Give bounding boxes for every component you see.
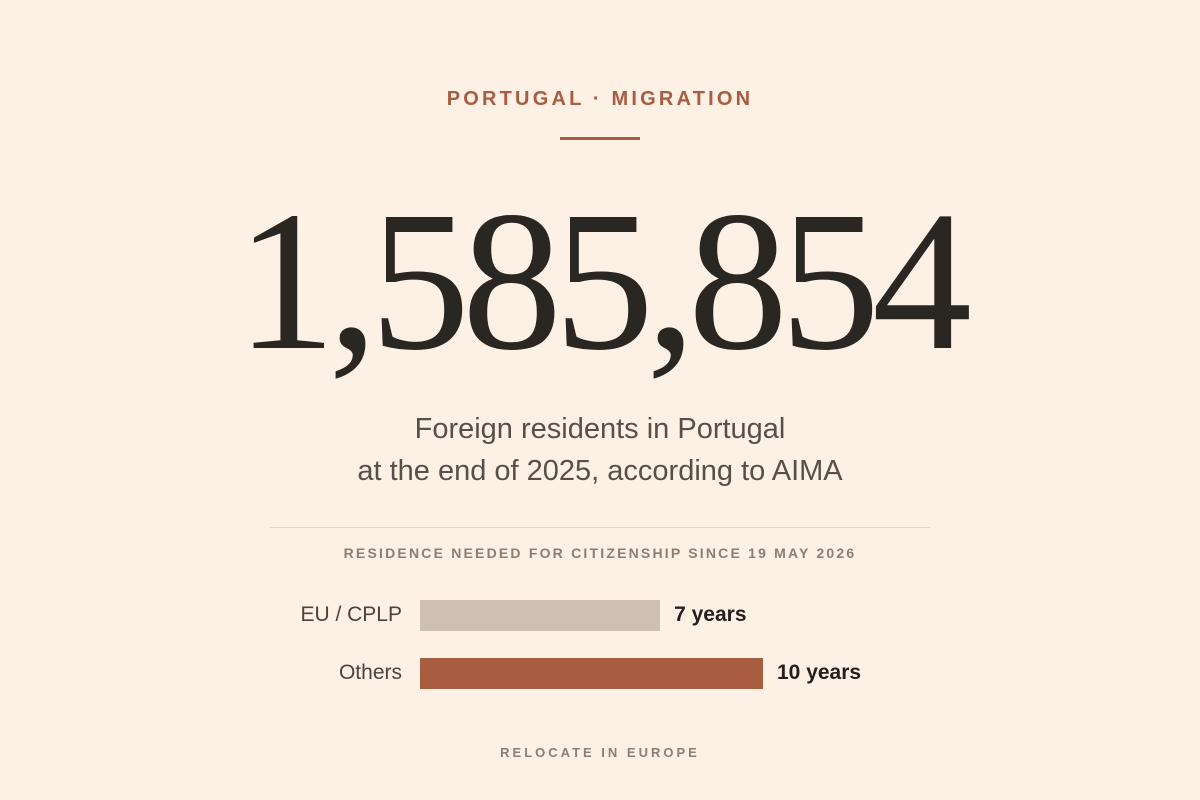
subtitle-line-1: Foreign residents in Portugal (414, 413, 786, 445)
kicker-underline (560, 137, 640, 140)
chart-title: RESIDENCE NEEDED FOR CITIZENSHIP SINCE 1… (343, 545, 857, 561)
footer-brand: RELOCATE IN EUROPE (500, 745, 700, 760)
bar (420, 658, 763, 689)
bar-value-label: 10 years (777, 661, 862, 684)
kicker-label: PORTUGAL · MIGRATION (446, 88, 754, 110)
bar (420, 600, 661, 631)
subtitle-line-2: at the end of 2025, according to AIMA (357, 455, 843, 487)
headline-number: 1,585,854 (236, 171, 972, 392)
bar-value-label: 7 years (674, 603, 747, 626)
bar-category-label: Others (338, 661, 402, 684)
headline-subtitle: Foreign residents in Portugal at the end… (0, 408, 1200, 492)
bar-category-label: EU / CPLP (300, 603, 402, 626)
section-divider (270, 527, 930, 528)
